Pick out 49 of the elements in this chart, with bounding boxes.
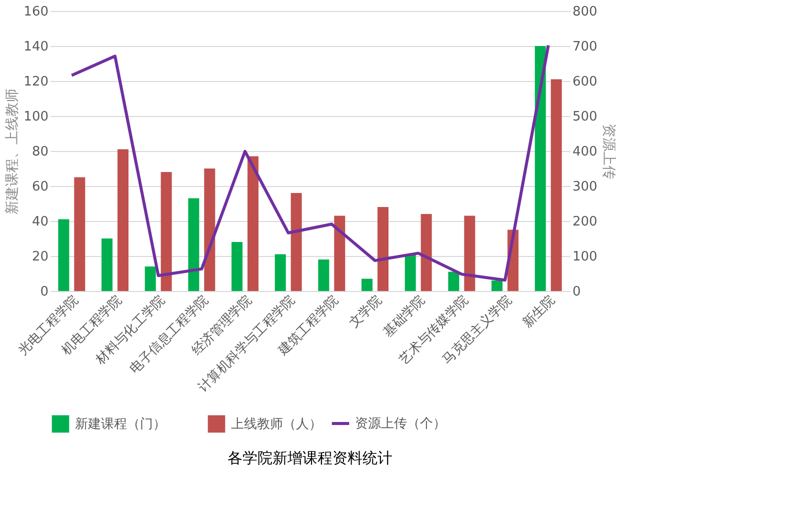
y2-tick-label: 400 [572,144,598,160]
y2-tick-label: 700 [572,40,598,54]
bar [102,238,113,291]
bar [334,216,346,291]
y2-tick-label: 600 [572,74,598,90]
bar [160,172,172,291]
y2-tick-label: 200 [572,214,598,230]
bar [274,254,286,291]
bar [232,242,243,291]
bar [448,272,460,291]
bar [420,214,432,291]
y-tick-label: 160 [24,4,48,20]
y2-axis-title: 资源上传 [600,124,616,180]
bar [464,216,476,291]
bar [144,266,156,291]
text: 各学院新增课程资料统计 [228,449,392,467]
bar [290,193,302,291]
y-tick-label: 20 [32,250,48,264]
bar [377,207,388,291]
x-tick-label: 新生院 [520,292,558,331]
y-tick-label: 80 [32,144,48,160]
y-tick-label: 0 [40,284,48,300]
legend-label: 新建课程（门） [75,416,166,432]
legend-label: 资源上传（个） [355,416,446,432]
y2-tick-label: 0 [572,284,581,300]
y-tick-label: 40 [32,214,48,230]
y2-tick-label: 100 [572,250,598,264]
y-tick-label: 140 [24,40,48,54]
bar [74,177,86,291]
y-tick-label: 60 [32,180,48,194]
y-tick-label: 100 [24,110,48,124]
bar [404,254,416,291]
bar [534,46,546,291]
bar [188,198,200,291]
bar [492,280,503,291]
bar [550,79,562,291]
bar [204,168,216,291]
legend-label: 上线教师（人） [231,416,322,432]
y2-tick-label: 800 [572,4,598,20]
bar [117,149,128,291]
y2-tick-label: 500 [572,110,598,124]
y-axis-title: 新建课程、上线教师 [4,88,21,214]
bar [58,219,70,291]
line-series [70,44,550,282]
bar [362,278,373,291]
y2-tick-label: 300 [572,180,598,194]
bar [318,260,330,291]
bar [247,156,258,291]
y-tick-label: 120 [24,74,48,90]
